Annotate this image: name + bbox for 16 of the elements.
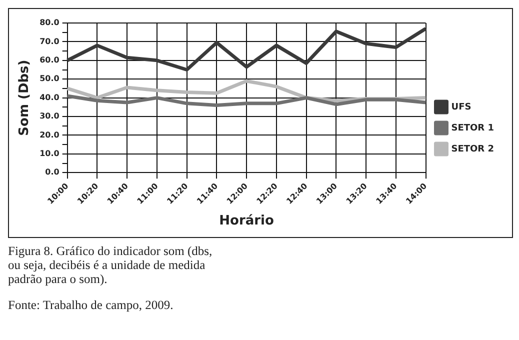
legend-label: SETOR 2 — [451, 144, 494, 154]
x-axis-title: Horário — [219, 214, 274, 229]
y-tick-label: 70.0 — [40, 36, 60, 46]
y-tick-label: 30.0 — [40, 112, 60, 121]
legend-label: UFS — [451, 102, 472, 112]
y-tick-label: 0.0 — [45, 168, 60, 177]
y-tick-label: 60.0 — [40, 55, 60, 64]
y-tick-label: 80.0 — [40, 18, 60, 28]
y-axis-title: Som (Dbs) — [17, 60, 32, 136]
y-tick-label: 40.0 — [40, 92, 60, 102]
y-tick-label: 50.0 — [40, 74, 60, 84]
source-note: Fonte: Trabalho de campo, 2009. — [8, 298, 174, 312]
y-tick-label: 20.0 — [40, 130, 60, 140]
legend-label: SETOR 1 — [451, 123, 494, 134]
y-tick-label: 10.0 — [40, 148, 60, 158]
text: Figura 8. Gráfico do indicador som (dbs, ou seja, decibéis é a unidade de medida padrão para o som). — [8, 244, 213, 286]
